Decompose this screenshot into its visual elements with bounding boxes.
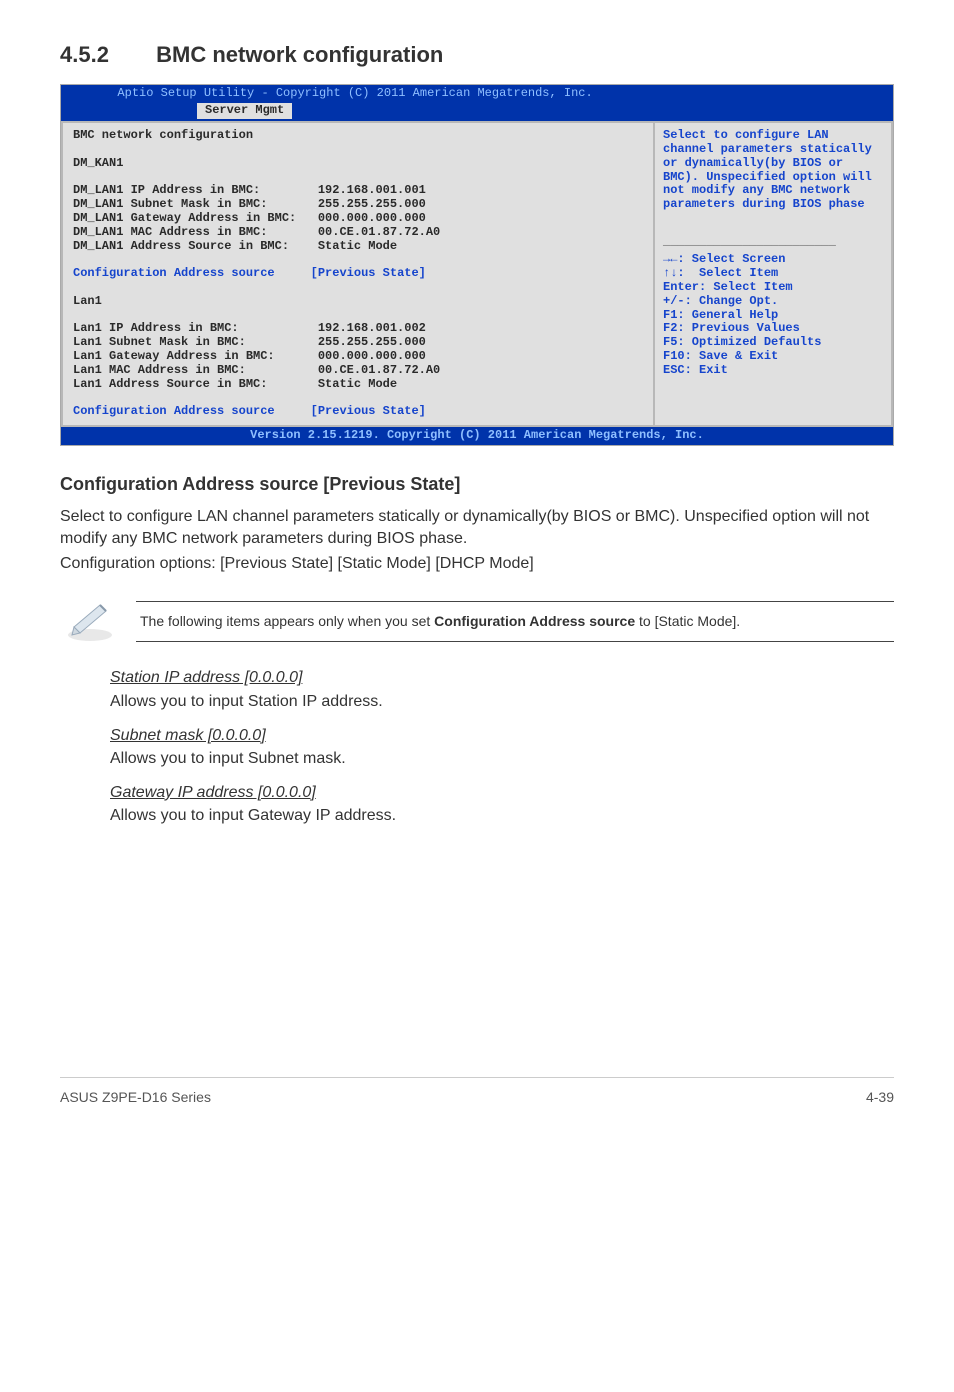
footer-right: 4-39 (866, 1088, 894, 1107)
config-options-line: Configuration options: [Previous State] … (60, 553, 894, 575)
tab-server-mgmt[interactable]: Server Mgmt (197, 103, 292, 119)
setting-desc: Allows you to input Subnet mask. (110, 748, 894, 770)
section-heading: 4.5.2 BMC network configuration (60, 40, 894, 70)
page-footer: ASUS Z9PE-D16 Series 4-39 (60, 1077, 894, 1107)
setting-item: Subnet mask [0.0.0.0]Allows you to input… (110, 725, 894, 770)
setting-item: Station IP address [0.0.0.0]Allows you t… (110, 667, 894, 712)
setting-title: Station IP address [0.0.0.0] (110, 667, 894, 689)
section-title: BMC network configuration (156, 42, 443, 67)
bios-titlebar: Aptio Setup Utility - Copyright (C) 2011… (61, 85, 893, 103)
note-text: The following items appears only when yo… (136, 601, 894, 642)
footer-left: ASUS Z9PE-D16 Series (60, 1088, 211, 1107)
divider: ──────────────────────── (663, 239, 836, 253)
bios-tab-row: Server Mgmt (61, 102, 893, 121)
subheading: Configuration Address source [Previous S… (60, 472, 894, 496)
bios-help-pane: Select to configure LAN channel paramete… (653, 121, 893, 427)
setting-item: Gateway IP address [0.0.0.0]Allows you t… (110, 782, 894, 827)
bios-left-pane: BMC network configuration DM_KAN1 DM_LAN… (61, 121, 653, 427)
setting-desc: Allows you to input Gateway IP address. (110, 805, 894, 827)
bios-version-footer: Version 2.15.1219. Copyright (C) 2011 Am… (61, 427, 893, 445)
body-paragraph: Select to configure LAN channel paramete… (60, 506, 894, 549)
setting-title: Gateway IP address [0.0.0.0] (110, 782, 894, 804)
setting-desc: Allows you to input Station IP address. (110, 691, 894, 713)
note-icon (60, 593, 120, 650)
note-callout: The following items appears only when yo… (60, 593, 894, 650)
bios-screen: Aptio Setup Utility - Copyright (C) 2011… (60, 84, 894, 446)
setting-title: Subnet mask [0.0.0.0] (110, 725, 894, 747)
section-number: 4.5.2 (60, 40, 150, 70)
bios-help-text: Select to configure LAN channel paramete… (663, 128, 879, 211)
